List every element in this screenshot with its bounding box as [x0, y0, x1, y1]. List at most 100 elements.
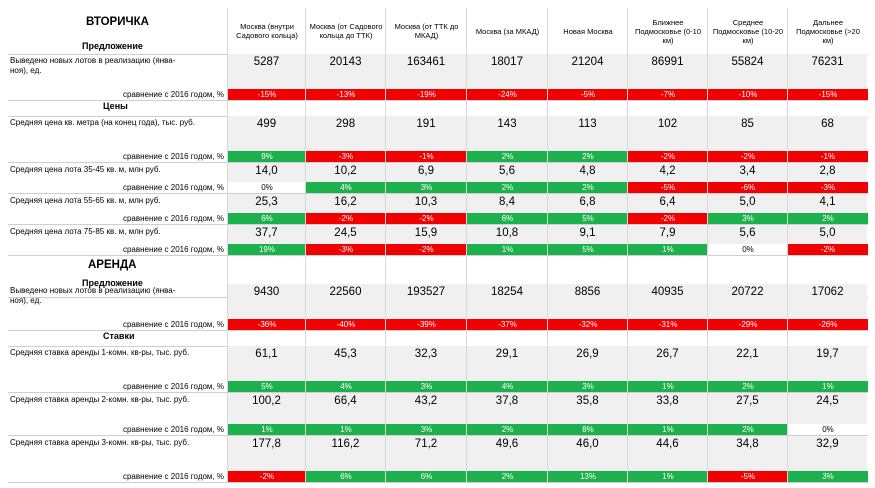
metric-label: Средняя цена лота 55-65 кв. м, млн руб.	[10, 196, 161, 205]
metric-row: Средняя ставка аренды 2-комн. кв-ры, тыс…	[8, 393, 868, 424]
change-percent: 0%	[742, 245, 754, 254]
metric-row: Средняя цена лота 75-85 кв. м, млн руб. 3…	[8, 225, 868, 244]
change-percent: -19%	[386, 89, 467, 100]
change-percent: -5%	[708, 471, 788, 482]
secondary-title: ВТОРИЧКА	[86, 16, 149, 28]
change-percent: 5%	[548, 213, 628, 224]
column-header: Москва (за МКАД)	[475, 26, 540, 36]
column-divider	[227, 8, 228, 482]
change-percent: -37%	[467, 319, 548, 330]
metric-value: 25,3	[228, 194, 305, 213]
metric-value: 32,9	[788, 436, 867, 471]
metric-value: 19,7	[788, 346, 867, 381]
rates-label-row: Ставки	[8, 330, 868, 347]
metric-value: 4,2	[628, 163, 707, 182]
metric-row: Средняя цена лота 55-65 кв. м, млн руб. 2…	[8, 194, 868, 213]
metric-value: 21204	[548, 54, 627, 89]
metric-row: Средняя ставка аренды 1-комн. кв-ры, тыс…	[8, 346, 868, 381]
metric-row: Средняя цена кв. метра (на конец года), …	[8, 116, 868, 151]
column-divider	[385, 8, 386, 482]
metric-value: 6,8	[548, 194, 627, 213]
metric-value: 5287	[228, 54, 305, 89]
metric-value: 35,8	[548, 393, 627, 424]
metric-value: 22560	[306, 284, 385, 319]
metric-label: Средняя цена лота 35-45 кв. м, млн руб.	[10, 165, 161, 174]
metric-value: 86991	[628, 54, 707, 89]
column-header: Среднее Подмосковье (10-20 км)	[712, 17, 784, 45]
rates-label: Ставки	[103, 331, 135, 341]
metric-value: 55824	[708, 54, 787, 89]
metric-value: 26,9	[548, 346, 627, 381]
metric-value: 24,5	[788, 393, 867, 424]
change-percent: -24%	[467, 89, 548, 100]
comparison-label: сравнение с 2016 годом, %	[122, 319, 224, 329]
metric-value: 33,8	[628, 393, 707, 424]
change-percent: 4%	[306, 381, 386, 392]
metric-value: 34,8	[708, 436, 787, 471]
metric-value: 43,2	[386, 393, 466, 424]
change-percent: -2%	[386, 244, 467, 255]
metric-value: 143	[467, 116, 547, 151]
metric-value: 24,5	[306, 225, 385, 244]
change-percent: 3%	[708, 213, 788, 224]
metric-label: Средняя ставка аренды 2-комн. кв-ры, тыс…	[10, 395, 190, 404]
rent-supply-label: Предложение	[82, 278, 143, 288]
change-percent: 13%	[548, 471, 628, 482]
column-divider	[627, 8, 628, 482]
metric-value: 10,8	[467, 225, 547, 244]
change-percent: 2%	[467, 471, 548, 482]
metric-value: 499	[228, 116, 305, 151]
metric-value: 9430	[228, 284, 305, 319]
metric-value: 113	[548, 116, 627, 151]
change-percent: 6%	[386, 471, 467, 482]
metric-row: Выведено новых лотов в реализацию (янва-…	[8, 284, 868, 319]
metric-value: 37,8	[467, 393, 547, 424]
change-percent: -15%	[788, 89, 868, 100]
comparison-row: сравнение с 2016 годом, % -36% -40% -39% -37…	[8, 319, 868, 331]
metric-value: 9,1	[548, 225, 627, 244]
change-percent: 1%	[788, 381, 868, 392]
metric-value: 20722	[708, 284, 787, 319]
column-divider	[547, 8, 548, 482]
metric-label: Средняя ставка аренды 3-комн. кв-ры, тыс…	[10, 438, 190, 447]
change-percent: 6%	[306, 471, 386, 482]
prices-label: Цены	[103, 101, 128, 111]
column-header: Москва (от ТТК до МКАД)	[394, 22, 459, 40]
change-percent: 4%	[467, 381, 548, 392]
comparison-row: сравнение с 2016 годом, % 9% -3% -1% 2% 2% -2%…	[8, 151, 868, 163]
change-percent: -2%	[788, 244, 868, 255]
change-percent: -7%	[628, 89, 708, 100]
column-header: Ближнее Подмосковье (0-10 км)	[634, 17, 702, 45]
comparison-label: сравнение с 2016 годом, %	[122, 424, 224, 434]
change-percent: -2%	[628, 213, 708, 224]
metric-value: 5,6	[467, 163, 547, 182]
comparison-row: сравнение с 2016 годом, % -15% -13% -19% -24…	[8, 89, 868, 101]
comparison-label: сравнение с 2016 годом, %	[122, 182, 224, 192]
metric-value: 4,1	[788, 194, 867, 213]
change-percent: 2%	[467, 182, 548, 193]
change-percent: 2%	[467, 424, 548, 435]
change-percent: -40%	[306, 319, 386, 330]
metric-value: 61,1	[228, 346, 305, 381]
change-percent: -15%	[228, 89, 306, 100]
comparison-row: сравнение с 2016 годом, % 19% -3% -2% 1% 5% 1%…	[8, 244, 868, 256]
metric-value: 10,3	[386, 194, 466, 213]
change-percent: -3%	[306, 244, 386, 255]
change-percent: 1%	[628, 471, 708, 482]
metric-value: 102	[628, 116, 707, 151]
metric-value: 68	[788, 116, 867, 151]
column-header: Москва (от Садового кольца до ТТК)	[309, 22, 383, 40]
change-percent: 1%	[306, 424, 386, 435]
metric-value: 177,8	[228, 436, 305, 471]
change-percent: 2%	[708, 424, 788, 435]
metric-value: 49,6	[467, 436, 547, 471]
metric-value: 18017	[467, 54, 547, 89]
metric-value: 4,8	[548, 163, 627, 182]
metric-value: 10,2	[306, 163, 385, 182]
metric-value: 71,2	[386, 436, 466, 471]
metric-value: 3,4	[708, 163, 787, 182]
metric-value: 14,0	[228, 163, 305, 182]
comparison-label: сравнение с 2016 годом, %	[122, 244, 224, 254]
metric-value: 46,0	[548, 436, 627, 471]
column-header: Новая Москва	[563, 26, 613, 36]
